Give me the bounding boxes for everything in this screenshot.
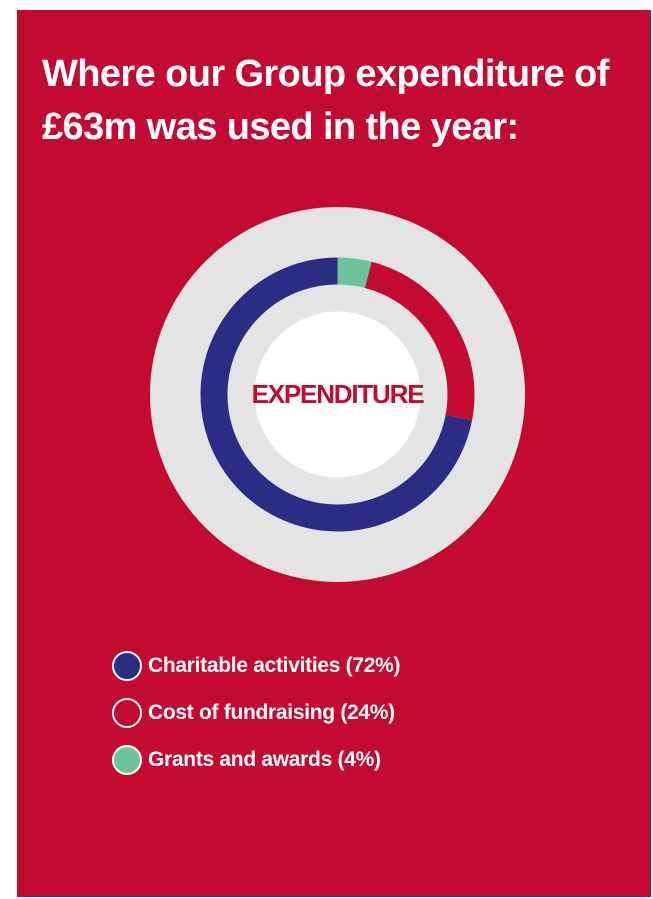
legend-item-grants-and-awards: Grants and awards (4%) (112, 742, 400, 777)
segment-grants-and-awards (337, 257, 372, 288)
center-circle (254, 311, 421, 478)
legend-label: Grants and awards (4%) (148, 747, 381, 771)
legend-label: Cost of fundraising (24%) (148, 700, 395, 724)
segment-cost-of-fundraising (364, 261, 475, 421)
center-label: EXPENDITURE (252, 379, 425, 409)
legend-swatch (112, 744, 142, 775)
legend-item-cost-of-fundraising: Cost of fundraising (24%) (112, 695, 400, 730)
chart-legend: Charitable activities (72%) Cost of fund… (112, 648, 400, 789)
page-title: Where our Group expenditure of £63m was … (42, 53, 609, 148)
legend-item-charitable-activities: Charitable activities (72%) (112, 648, 400, 683)
legend-swatch (112, 697, 142, 728)
legend-label: Charitable activities (72%) (148, 653, 401, 677)
chart-segments (200, 257, 475, 532)
legend-swatch (112, 650, 142, 681)
donut-chart: EXPENDITURE (150, 207, 525, 582)
